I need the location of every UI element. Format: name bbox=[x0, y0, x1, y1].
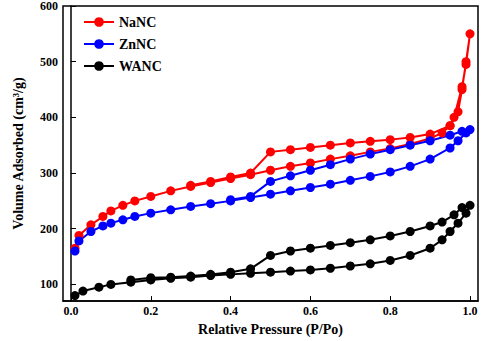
svg-text:400: 400 bbox=[40, 110, 58, 124]
svg-text:Volume Adsorbed (cm³/g): Volume Adsorbed (cm³/g) bbox=[11, 77, 27, 230]
svg-text:0.0: 0.0 bbox=[63, 304, 78, 318]
svg-text:0.8: 0.8 bbox=[383, 304, 398, 318]
svg-text:500: 500 bbox=[40, 55, 58, 69]
svg-text:0.2: 0.2 bbox=[143, 304, 158, 318]
svg-text:Relative Pressure (P/Po): Relative Pressure (P/Po) bbox=[198, 322, 343, 338]
svg-text:600: 600 bbox=[40, 0, 58, 13]
svg-text:100: 100 bbox=[40, 277, 58, 291]
svg-text:0.6: 0.6 bbox=[303, 304, 318, 318]
svg-text:0.4: 0.4 bbox=[223, 304, 238, 318]
svg-text:200: 200 bbox=[40, 222, 58, 236]
svg-text:WANC: WANC bbox=[119, 59, 162, 74]
svg-text:300: 300 bbox=[40, 166, 58, 180]
svg-text:NaNC: NaNC bbox=[119, 15, 156, 30]
svg-text:ZnNC: ZnNC bbox=[119, 37, 156, 52]
svg-text:1.0: 1.0 bbox=[463, 304, 478, 318]
